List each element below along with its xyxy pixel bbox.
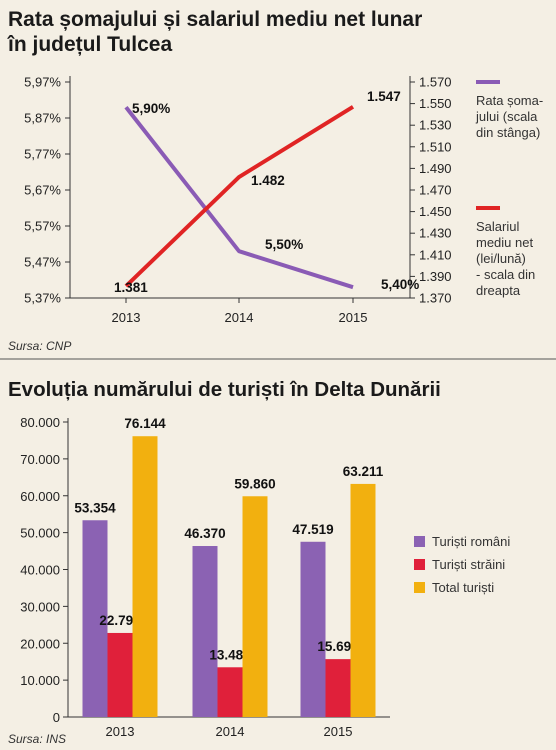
- chart2-bar-label: 53.354: [74, 500, 116, 515]
- chart2-y-tick-label: 30.000: [20, 599, 60, 614]
- chart1-legend-label: jului (scala: [475, 109, 538, 124]
- chart1-data-label: 1.381: [114, 280, 148, 295]
- chart1-right-tick-label: 1.410: [419, 247, 452, 262]
- chart2-bar: [350, 483, 376, 717]
- chart1-title-line: Rata șomajului și salariul mediu net lun…: [8, 8, 422, 31]
- chart2-y-tick-label: 10.000: [20, 673, 60, 688]
- chart1-data-label: 1.547: [367, 89, 401, 104]
- chart1-legend-label: Rata șoma-: [476, 93, 543, 108]
- chart1-title-line: în județul Tulcea: [7, 33, 172, 56]
- chart2-y-tick-label: 0: [53, 710, 60, 725]
- chart1-left-tick-label: 5,47%: [24, 255, 61, 270]
- chart1-x-tick-label: 2014: [225, 310, 254, 325]
- chart2-bar-label: 63.211: [343, 464, 384, 479]
- chart2-bar-label: 46.370: [184, 526, 225, 541]
- chart2-y-tick-label: 40.000: [20, 563, 60, 578]
- chart2-bar: [242, 496, 268, 717]
- chart2-x-tick-label: 2014: [216, 724, 245, 739]
- chart1-x-tick-label: 2015: [339, 310, 368, 325]
- chart1-legend-label: - scala din: [476, 267, 535, 282]
- chart1-data-label: 5,50%: [265, 237, 303, 252]
- chart2-legend-label: Turiști români: [432, 534, 510, 549]
- chart2-y-tick-label: 70.000: [20, 452, 60, 467]
- chart2-bar-label: 47.519: [292, 522, 333, 537]
- chart2-bar: [300, 541, 326, 717]
- chart2-bar-label: 76.144: [124, 416, 166, 431]
- chart2-y-tick-label: 50.000: [20, 526, 60, 541]
- chart1-legend-label: dreapta: [476, 283, 521, 298]
- unemployment-salary-chart: Rata șomajului și salariul mediu net lun…: [0, 8, 556, 360]
- chart1-left-tick-label: 5,67%: [24, 183, 61, 198]
- chart1-right-tick-label: 1.470: [419, 183, 452, 198]
- chart2-x-tick-label: 2013: [106, 724, 135, 739]
- chart1-data-label: 5,90%: [132, 101, 170, 116]
- chart2-legend-label: Turiști străini: [432, 557, 505, 572]
- chart1-left-tick-label: 5,37%: [24, 291, 61, 306]
- chart1-right-tick-label: 1.390: [419, 269, 452, 284]
- chart2-x-tick-label: 2015: [324, 724, 353, 739]
- chart1-legend-label: Salariul: [476, 219, 519, 234]
- chart1-right-tick-label: 1.370: [419, 291, 452, 306]
- chart1-right-tick-label: 1.530: [419, 118, 452, 133]
- chart2-bar: [82, 520, 108, 717]
- chart1-legend-label: mediu net: [476, 235, 533, 250]
- chart2-source: Sursa: INS: [8, 732, 66, 746]
- chart1-series-line-0: [124, 105, 354, 290]
- chart2-bar-label: 13.482: [209, 647, 250, 662]
- chart1-legend-label: din stânga): [476, 125, 540, 140]
- chart2-bar: [132, 436, 158, 717]
- chart2-bar: [192, 546, 218, 717]
- chart1-source: Sursa: CNP: [8, 339, 71, 353]
- chart2-legend-swatch: [414, 582, 425, 593]
- chart1-right-tick-label: 1.490: [419, 161, 452, 176]
- chart2-legend-swatch: [414, 559, 425, 570]
- chart2-bar-label: 15.692: [317, 639, 358, 654]
- chart1-left-tick-label: 5,57%: [24, 219, 61, 234]
- chart1-x-tick-label: 2013: [112, 310, 141, 325]
- chart2-y-tick-label: 60.000: [20, 489, 60, 504]
- chart2-legend-label: Total turiști: [432, 580, 494, 595]
- chart2-bar-label: 22.790: [99, 613, 140, 628]
- chart2-bar: [217, 667, 243, 717]
- chart1-left-tick-label: 5,97%: [24, 75, 61, 90]
- chart1-left-tick-label: 5,77%: [24, 147, 61, 162]
- chart1-right-tick-label: 1.430: [419, 226, 452, 241]
- chart1-series-line-1: [124, 105, 355, 288]
- chart1-right-tick-label: 1.570: [419, 75, 452, 90]
- chart1-legend-label: (lei/lună): [476, 251, 526, 266]
- chart1-right-tick-label: 1.450: [419, 204, 452, 219]
- chart1-right-tick-label: 1.550: [419, 96, 452, 111]
- chart1-data-label: 5,40%: [381, 277, 419, 292]
- chart1-data-label: 1.482: [251, 173, 285, 188]
- chart2-legend-swatch: [414, 536, 425, 547]
- chart2-title: Evoluția numărului de turiști în Delta D…: [8, 378, 441, 401]
- chart1-left-tick-label: 5,87%: [24, 111, 61, 126]
- chart2-bar: [107, 632, 133, 717]
- chart1-right-tick-label: 1.510: [419, 139, 452, 154]
- chart2-bar-label: 59.860: [234, 476, 275, 491]
- chart2-y-tick-label: 20.000: [20, 636, 60, 651]
- chart2-bar: [325, 659, 351, 717]
- chart2-y-tick-label: 80.000: [20, 415, 60, 430]
- tourists-chart: Evoluția numărului de turiști în Delta D…: [8, 378, 510, 746]
